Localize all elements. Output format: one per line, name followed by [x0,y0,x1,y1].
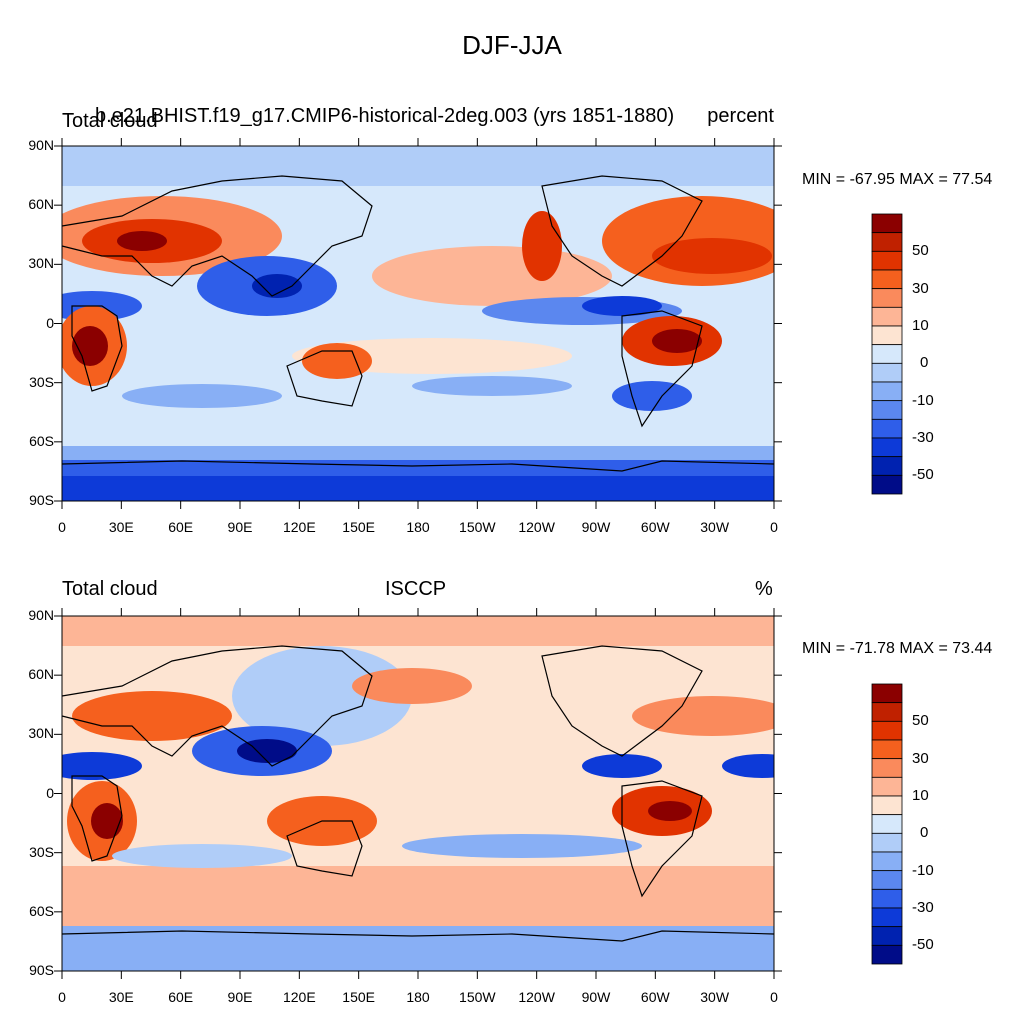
panel-1-center-label: b.e21.BHIST.f19_g17.CMIP6-historical-2de… [95,105,675,127]
panel-1-min-max: MIN = -67.95 MAX = 77.54 [802,171,993,188]
lon-tick-label: 90E [227,519,253,535]
lat-tick-label: 60N [28,666,54,683]
lon-tick-label: 120W [518,519,555,535]
lon-tick-label: 150W [459,519,496,535]
colorbar-label: 10 [912,787,929,804]
lat-tick-label: 30S [29,373,54,390]
colorbar-swatch [871,288,903,308]
lon-tick-label: 0 [770,989,778,1005]
lat-tick-label: 90N [28,607,54,623]
colorbar-swatch [871,250,903,271]
panel-2-colorbar [871,683,903,965]
lon-tick-label: 60W [640,519,670,535]
lon-tick-label: 120W [518,989,555,1005]
colorbar-swatch [871,269,903,290]
colorbar-label: 10 [912,317,929,334]
lon-tick-label: 150W [459,989,496,1005]
colorbar-swatch [871,437,903,458]
colorbar-label: -30 [912,899,934,916]
colorbar-swatch [871,213,903,234]
colorbar-swatch [871,795,903,816]
lon-tick-label: 60E [168,519,194,535]
colorbar-swatch [871,814,903,834]
colorbar-swatch [871,344,903,364]
colorbar-swatch [871,739,903,760]
colorbar-swatch [871,474,903,495]
panel-2-center-label: ISCCP [385,578,447,600]
colorbar-swatch [871,776,903,797]
colorbar-label: 50 [912,712,929,730]
panel-2-map [54,608,782,979]
colorbar-label: 50 [912,242,929,260]
lat-tick-label: 0 [46,784,54,801]
colorbar-label: 30 [912,279,929,297]
colorbar-swatch [871,362,903,383]
panel-1-map [54,138,782,509]
lon-tick-label: 30W [700,519,730,535]
lon-tick-label: 120E [282,989,316,1005]
colorbar-label: 0 [920,354,929,372]
lon-tick-label: 150E [342,519,375,535]
colorbar-swatch [871,702,903,722]
lat-tick-label: 30S [29,843,54,860]
figure-title: DJF-JJA [462,30,562,60]
colorbar-swatch [871,683,903,704]
lon-tick-label: 90E [227,989,253,1005]
lon-tick-label: 180 [406,989,430,1005]
lon-tick-label: 30W [700,989,730,1005]
lat-tick-label: 90N [28,137,54,153]
lon-tick-label: 30E [108,519,134,535]
lon-tick-label: 90W [581,519,611,535]
colorbar-swatch [871,720,903,741]
colorbar-swatch [871,888,903,909]
colorbar-swatch [871,907,903,928]
colorbar-label: 30 [912,749,929,767]
colorbar-swatch [871,851,903,872]
lon-tick-label: 90W [581,989,611,1005]
colorbar-swatch [871,832,903,853]
colorbar-swatch [871,870,903,890]
lat-tick-label: 60S [29,902,54,919]
lon-tick-label: 30E [108,989,134,1005]
colorbar-swatch [871,232,903,252]
lat-tick-label: 60S [29,432,54,449]
lat-tick-label: 30N [28,255,54,272]
colorbar-label: -50 [912,936,934,954]
colorbar-label: -30 [912,429,934,446]
colorbar-swatch [871,456,903,476]
lat-tick-label: 30N [28,725,54,742]
colorbar-swatch [871,944,903,965]
colorbar-swatch [871,306,903,327]
colorbar-swatch [871,325,903,346]
colorbar-swatch [871,381,903,402]
lon-tick-label: 0 [58,989,66,1005]
colorbar-swatch [871,400,903,420]
colorbar-label: -50 [912,466,934,484]
lat-tick-label: 90S [29,492,54,508]
lon-tick-label: 0 [58,519,66,535]
colorbar-swatch [871,758,903,778]
lon-tick-label: 150E [342,989,375,1005]
lat-tick-label: 90S [29,962,54,978]
lon-tick-label: 0 [770,519,778,535]
colorbar-swatch [871,418,903,439]
panel-1-colorbar [871,213,903,495]
colorbar-label: 0 [920,824,929,842]
colorbar-swatch [871,926,903,946]
lat-tick-label: 0 [46,314,54,331]
lon-tick-label: 60W [640,989,670,1005]
lon-tick-label: 180 [406,519,430,535]
panel-2-left-label: Total cloud [62,578,158,600]
panel-2-right-label: % [755,578,773,600]
colorbar-label: -10 [912,861,934,879]
lat-tick-label: 60N [28,196,54,213]
panel-2-min-max: MIN = -71.78 MAX = 73.44 [802,640,993,657]
lon-tick-label: 120E [282,519,316,535]
lon-tick-label: 60E [168,989,194,1005]
panel-1-right-label: percent [707,105,774,127]
colorbar-label: -10 [912,391,934,409]
panel-1-left-label: Total cloud [62,110,158,132]
